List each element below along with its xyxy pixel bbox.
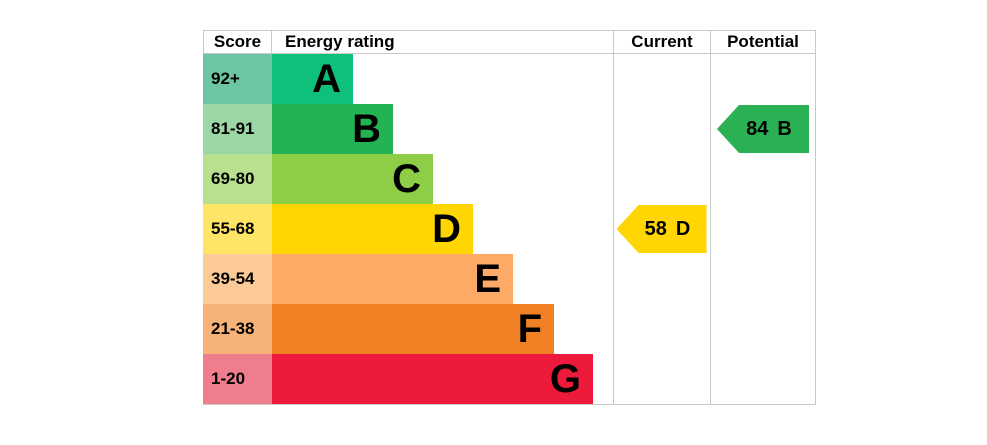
rating-row: 55-68 D xyxy=(203,204,816,254)
score-range-cell: 92+ xyxy=(203,54,272,104)
score-range-cell: 69-80 xyxy=(203,154,272,204)
epc-band-rows: 92+ A 81-91 B 69-80 C 55-68 D 39-54 E 21-38 F 1-20 G xyxy=(203,54,816,405)
score-range-cell: 21-38 xyxy=(203,304,272,354)
rating-row: 21-38 F xyxy=(203,304,816,354)
current-rating-letter: D xyxy=(675,217,691,240)
header-score-label: Score xyxy=(203,31,272,53)
rating-row: 39-54 E xyxy=(203,254,816,304)
rating-bar: F xyxy=(272,304,554,354)
rating-bar: G xyxy=(272,354,593,404)
rating-bar: B xyxy=(272,104,393,154)
table-right-border xyxy=(815,54,816,404)
score-range-cell: 39-54 xyxy=(203,254,272,304)
score-range-cell: 81-91 xyxy=(203,104,272,154)
epc-table: Score Energy rating Current Potential 92… xyxy=(203,30,816,405)
current-score-value: 58 xyxy=(644,217,667,240)
score-range-cell: 1-20 xyxy=(203,354,272,404)
epc-header-row: Score Energy rating Current Potential xyxy=(203,30,816,54)
rating-row: 81-91 B xyxy=(203,104,816,154)
rating-letter: E xyxy=(474,257,501,301)
rating-letter: A xyxy=(312,57,341,101)
rating-letter: C xyxy=(392,157,421,201)
potential-rating-letter: B xyxy=(777,117,792,140)
rating-bar: A xyxy=(272,54,353,104)
rating-letter: D xyxy=(432,207,461,251)
rating-letter: B xyxy=(352,107,381,151)
potential-rating-arrow: 84 B xyxy=(717,105,809,153)
header-energy-rating-label: Energy rating xyxy=(285,32,395,51)
rating-row: 69-80 C xyxy=(203,154,816,204)
rating-bar: E xyxy=(272,254,513,304)
header-current-label: Current xyxy=(613,31,710,53)
current-rating-arrow: 58 D xyxy=(616,205,707,253)
rating-row: 1-20 G xyxy=(203,354,816,404)
current-column-left-divider xyxy=(613,54,614,404)
header-potential-label: Potential xyxy=(710,31,816,53)
rating-letter: G xyxy=(549,357,581,401)
rating-row: 92+ A xyxy=(203,54,816,104)
potential-score-value: 84 xyxy=(746,117,769,140)
rating-bar: C xyxy=(272,154,433,204)
score-range-cell: 55-68 xyxy=(203,204,272,254)
current-potential-divider xyxy=(710,54,711,404)
rating-letter: F xyxy=(517,307,542,351)
rating-bar: D xyxy=(272,204,473,254)
